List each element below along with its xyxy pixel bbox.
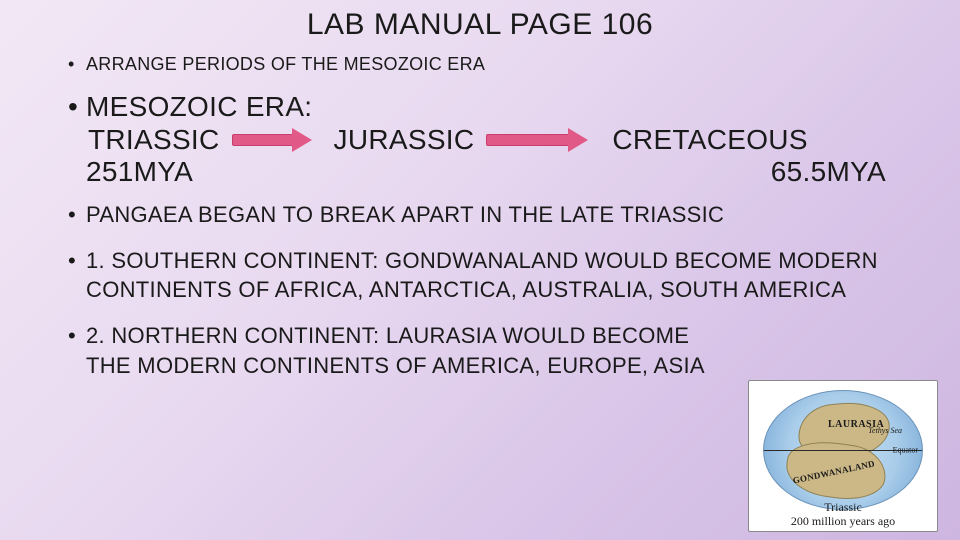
bullet-northern: 2. NORTHERN CONTINENT: LAURASIA WOULD BE… [0,321,960,380]
arrow-icon [486,131,592,149]
era-dates-row: 251MYA 65.5MYA [0,156,960,188]
globe-icon: LAURASIA GONDWANALAND Tethys Sea Equator [763,390,923,510]
date-end: 65.5MYA [771,156,886,188]
map-caption: Triassic 200 million years ago [749,501,937,529]
tethys-text: Tethys Sea [868,426,902,435]
caption-line1: Triassic [749,501,937,515]
label-equator: Equator [893,446,918,455]
era-periods-row: TRIASSIC JURASSIC CRETACEOUS [0,124,960,156]
period-triassic: TRIASSIC [86,124,222,156]
date-start: 251MYA [86,156,193,188]
period-jurassic: JURASSIC [332,124,477,156]
period-cretaceous: CRETACEOUS [610,124,809,156]
label-tethys: Tethys Sea [868,427,902,435]
bullet-southern: 1. SOUTHERN CONTINENT: GONDWANALAND WOUL… [0,246,960,305]
bullet-arrange: ARRANGE PERIODS OF THE MESOZOIC ERA [0,54,960,75]
map-figure: LAURASIA GONDWANALAND Tethys Sea Equator… [748,380,938,532]
caption-line2: 200 million years ago [749,515,937,529]
page-title: LAB MANUAL PAGE 106 [0,8,960,42]
slide: LAB MANUAL PAGE 106 ARRANGE PERIODS OF T… [0,0,960,540]
bullet-pangaea: PANGAEA BEGAN TO BREAK APART IN THE LATE… [0,200,960,230]
arrow-icon [232,131,314,149]
spacer [193,156,771,188]
bullet-era-intro: MESOZOIC ERA: [0,89,960,124]
